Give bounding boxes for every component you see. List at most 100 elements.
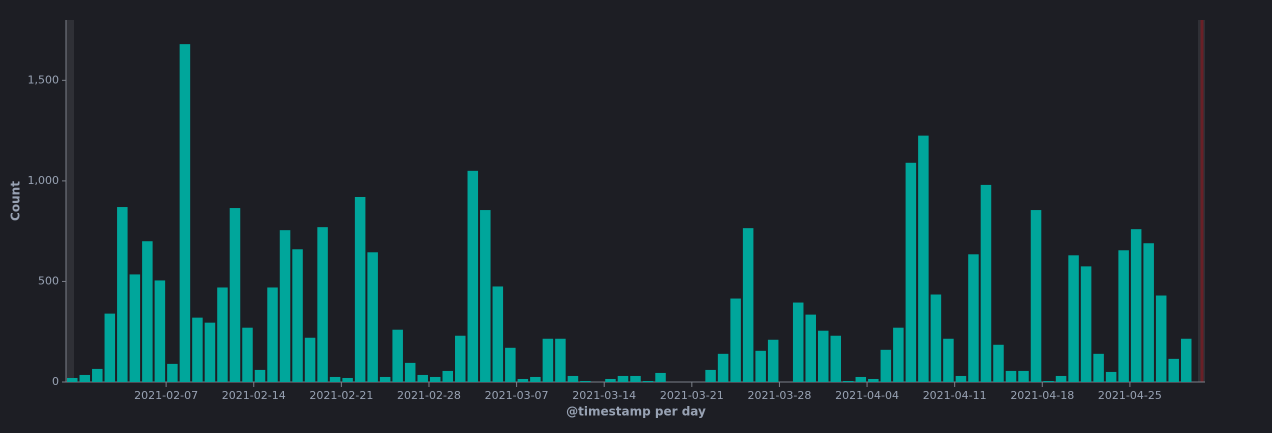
bar xyxy=(1143,243,1154,382)
bar xyxy=(968,254,979,382)
bar xyxy=(242,327,253,382)
bar xyxy=(154,280,166,382)
x-tick-label: 2021-02-14 xyxy=(222,389,286,402)
x-tick-label: 2021-02-21 xyxy=(309,389,373,402)
x-tick-label: 2021-04-11 xyxy=(923,389,987,402)
bar xyxy=(1168,358,1179,382)
bar xyxy=(392,329,403,382)
bar xyxy=(617,375,629,382)
bar xyxy=(117,207,128,382)
bar xyxy=(279,230,291,382)
bar xyxy=(217,287,228,382)
bar xyxy=(993,344,1004,382)
x-tick-label: 2021-04-18 xyxy=(1010,389,1074,402)
bar xyxy=(92,368,103,382)
bar xyxy=(905,162,917,382)
bar xyxy=(342,377,353,382)
y-axis-title: Count xyxy=(9,181,23,221)
bar xyxy=(104,313,116,382)
x-tick-label: 2021-02-07 xyxy=(134,389,198,402)
x-tick-label: 2021-04-04 xyxy=(835,389,899,402)
bar xyxy=(830,335,842,382)
bar xyxy=(167,363,178,382)
bar xyxy=(142,241,153,382)
bar xyxy=(429,376,441,382)
out-of-range-shade xyxy=(66,20,74,382)
bar xyxy=(1130,229,1142,382)
x-tick-label: 2021-03-21 xyxy=(660,389,724,402)
x-tick-label: 2021-04-25 xyxy=(1098,389,1162,402)
y-tick-label: 500 xyxy=(38,274,59,287)
bar xyxy=(229,208,241,382)
y-tick-label: 1,500 xyxy=(28,73,60,86)
bar xyxy=(455,335,466,382)
bar xyxy=(655,372,666,382)
bar xyxy=(717,353,729,382)
bar xyxy=(442,370,454,382)
bar xyxy=(1105,371,1117,382)
bar xyxy=(980,184,992,382)
bar xyxy=(129,274,141,382)
bar xyxy=(1018,370,1029,382)
bar xyxy=(605,378,616,382)
bar xyxy=(767,339,779,382)
bar xyxy=(379,376,391,382)
bar xyxy=(930,294,942,382)
bar xyxy=(1118,250,1129,382)
bar xyxy=(1155,295,1167,382)
bar xyxy=(943,338,954,382)
bar xyxy=(354,196,366,382)
bar xyxy=(580,380,591,382)
bar xyxy=(404,362,416,382)
x-tick-label: 2021-03-07 xyxy=(485,389,549,402)
bar xyxy=(567,375,579,382)
bar xyxy=(480,210,491,382)
bar xyxy=(530,376,541,382)
bar xyxy=(329,376,341,382)
bar xyxy=(880,349,892,382)
bar xyxy=(317,227,328,382)
y-tick-label: 1,000 xyxy=(28,174,60,187)
bar xyxy=(1068,255,1079,382)
bar xyxy=(555,338,566,382)
x-tick-label: 2021-03-14 xyxy=(572,389,636,402)
bar xyxy=(1180,338,1192,382)
bar xyxy=(755,350,766,382)
bar xyxy=(1043,380,1054,382)
bar xyxy=(642,380,654,382)
bar xyxy=(505,347,516,382)
bar xyxy=(492,286,504,382)
bar xyxy=(630,375,641,382)
bar xyxy=(267,287,278,382)
bar xyxy=(254,369,266,382)
bar xyxy=(1093,353,1104,382)
bar xyxy=(304,337,316,382)
x-tick-label: 2021-03-28 xyxy=(747,389,811,402)
bar xyxy=(918,135,929,382)
bar xyxy=(517,378,529,382)
bar xyxy=(730,298,741,382)
bar xyxy=(67,377,78,382)
bar xyxy=(843,380,854,382)
bar xyxy=(417,374,428,382)
bar xyxy=(705,369,716,382)
bar xyxy=(955,375,967,382)
bar xyxy=(792,302,804,382)
bar xyxy=(1080,266,1092,382)
bar xyxy=(868,378,879,382)
bar xyxy=(467,170,479,382)
x-axis-title: @timestamp per day xyxy=(566,405,706,419)
bar xyxy=(742,228,754,382)
bar xyxy=(1055,375,1067,382)
bar xyxy=(805,314,816,382)
bar xyxy=(179,44,191,383)
bar xyxy=(817,330,829,382)
bar xyxy=(79,374,91,382)
bar xyxy=(204,322,216,382)
bar xyxy=(192,317,203,382)
y-tick-label: 0 xyxy=(52,375,59,388)
bar xyxy=(292,249,303,382)
bar xyxy=(1005,370,1017,382)
bar xyxy=(367,252,378,382)
